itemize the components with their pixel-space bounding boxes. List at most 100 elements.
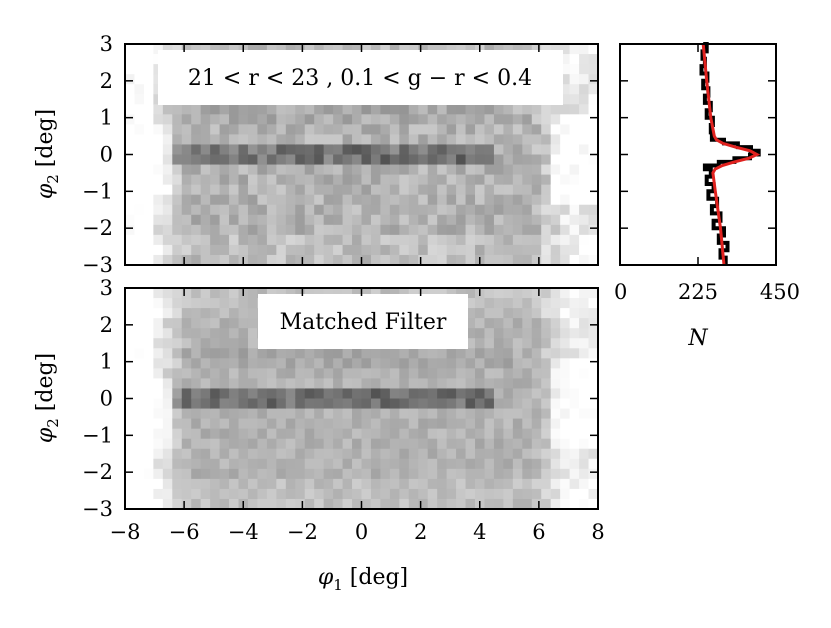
bottom-map-cell [333,488,344,500]
top-map-cell [579,124,590,136]
bottom-map-cell [512,368,523,380]
bottom-map-cell [541,358,552,369]
top-map-cell [427,134,438,146]
bottom-map-cell [399,458,410,470]
top-map-cell [285,234,296,246]
bottom-map-cell [389,408,400,420]
bottom-map-cell [550,318,561,329]
bottom-map-cell [541,498,552,510]
bottom-map-cell [162,398,173,410]
top-map-cell [257,44,268,55]
bottom-map-cell [446,468,457,480]
top-map-cell [352,214,363,226]
top-map-cell [333,214,344,226]
top-annotation-box [158,50,563,105]
top-map-panel: 21 < r < 23 , 0.1 < g − r < 0.4 3210−1−2… [33,32,599,277]
top-map-cell [191,194,202,206]
top-map-cell [399,114,410,125]
bottom-map-cell [342,428,353,440]
top-map-cell [333,164,344,176]
bottom-map-cell [342,478,353,490]
top-map-cell [512,124,523,136]
bottom-map-cell [531,348,542,359]
top-map-cell [503,144,514,156]
top-map-cell [493,154,504,166]
bottom-map-cell [560,448,571,460]
bottom-map-cell [588,348,599,359]
bottom-map-cell [352,488,363,500]
bottom-map-cell [493,348,504,359]
top-map-cell [418,224,429,236]
top-map-cell [399,204,410,216]
top-map-cell [323,164,334,176]
bottom-map-cell [333,478,344,490]
bottom-map-cell [153,378,164,390]
top-map-cell [579,204,590,216]
top-map-cell [408,154,419,166]
top-map-cell [314,254,325,266]
bottom-map-cell [503,448,514,460]
top-map-cell [191,174,202,186]
top-map-cell [503,174,514,186]
top-map-cell [456,124,467,136]
bottom-map-cell [370,368,382,380]
top-map-cell [437,154,448,166]
top-map-cell [125,44,136,55]
bottom-map-cell [257,288,268,299]
top-map-cell [484,204,495,216]
top-map-cell [257,134,268,146]
top-map-cell [465,184,476,196]
top-map-cell [153,154,164,166]
bottom-map-cell [418,428,429,440]
bottom-map-cell [125,438,136,450]
top-map-cell [143,154,154,166]
bottom-map-cell [456,378,467,390]
top-map-cell [314,224,325,236]
bottom-map-cell [541,318,552,329]
bottom-map-cell [181,318,192,329]
bottom-map-cell [352,458,363,470]
bottom-map-y-tick-label: 3 [100,276,113,300]
bottom-map-cell [465,388,476,400]
bottom-map-cell [550,408,561,420]
bottom-map-cell [361,428,372,440]
bottom-map-cell [569,388,580,400]
top-map-cell [569,54,580,65]
bottom-map-cell [333,368,344,380]
top-map-cell [531,194,542,206]
bottom-map-cell [181,328,192,339]
top-map-cell [304,44,315,55]
top-map-cell [408,214,419,226]
bottom-map-cell [541,378,552,390]
top-map-cell [427,154,438,166]
top-map-cell [503,154,514,166]
top-map-cell [484,194,495,206]
bottom-map-cell [550,298,561,309]
top-map-cell [323,214,334,226]
top-map-cell [588,174,599,186]
bottom-map-cell [361,398,372,410]
top-map-cell [560,154,571,166]
top-map-cell [125,184,136,196]
top-map-cell [399,194,410,206]
bottom-map-cell [295,418,306,430]
top-map-frame [124,43,599,266]
top-map-cell [512,254,523,266]
top-map-cell [352,144,363,156]
bottom-map-cell [153,298,164,309]
top-map-cell [125,194,136,206]
bottom-map-cell [531,388,542,400]
bottom-map-cell [257,428,268,440]
bottom-map-cell [541,308,552,319]
top-map-cell [276,234,287,246]
bottom-map-cell [475,298,486,309]
bottom-map-cell [314,378,325,390]
top-map-cell [333,104,344,115]
top-map-cell [304,134,315,146]
bottom-map-cell [475,368,486,380]
top-map-cell [172,224,183,236]
bottom-map-cell [191,318,202,329]
bottom-map-cell [257,368,268,380]
top-map-cell [314,164,325,176]
